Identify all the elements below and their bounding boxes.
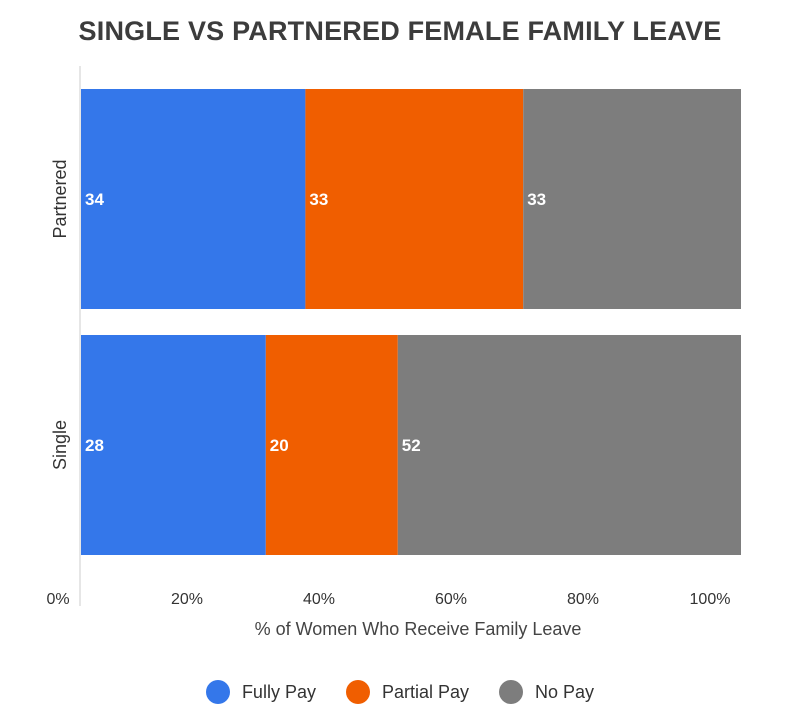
data-label: 33 xyxy=(309,190,328,209)
bar-single-partial-pay xyxy=(265,335,398,555)
data-label: 28 xyxy=(85,436,104,455)
bar-partnered-no-pay xyxy=(523,89,741,309)
legend-item-partial-pay: Partial Pay xyxy=(345,680,470,704)
x-tick-label: 40% xyxy=(303,591,335,608)
legend: Fully Pay Partial Pay No Pay xyxy=(0,680,800,704)
data-label: 34 xyxy=(85,190,104,209)
legend-swatch xyxy=(499,680,524,704)
category-label-partnered: Partnered xyxy=(50,159,70,238)
x-tick-label: 60% xyxy=(435,591,467,608)
x-ticks-group: 0% 20% 40% 60% 80% 100% xyxy=(46,591,730,608)
legend-label: Fully Pay xyxy=(241,681,316,702)
data-label: 52 xyxy=(402,436,421,455)
chart-plot: 34 33 33 28 20 52 0% 20% 40% 60% 80% 100% Partnere… xyxy=(46,66,741,639)
category-labels-group: Partnered Single xyxy=(50,159,70,470)
legend-swatch xyxy=(345,680,370,704)
legend-item-fully-pay: Fully Pay xyxy=(205,680,316,704)
x-tick-label: 80% xyxy=(567,591,599,608)
x-tick-label: 100% xyxy=(690,591,731,608)
x-axis-label: % of Women Who Receive Family Leave xyxy=(255,619,582,639)
x-tick-label: 0% xyxy=(46,591,69,608)
x-tick-label: 20% xyxy=(171,591,203,608)
chart-title: SINGLE VS PARTNERED FEMALE FAMILY LEAVE xyxy=(78,16,722,46)
legend-item-no-pay: No Pay xyxy=(499,680,594,704)
bar-single-no-pay xyxy=(397,335,741,555)
legend-swatch xyxy=(205,680,230,704)
category-label-single: Single xyxy=(50,420,70,470)
bar-partnered-fully-pay xyxy=(81,89,306,309)
bar-single-fully-pay xyxy=(81,335,266,555)
legend-label: Partial Pay xyxy=(381,681,470,702)
data-label: 33 xyxy=(527,190,546,209)
legend-label: No Pay xyxy=(535,681,595,702)
data-label: 20 xyxy=(270,436,289,455)
bar-partnered-partial-pay xyxy=(305,89,524,309)
bars-group: 34 33 33 28 20 52 xyxy=(81,89,741,555)
